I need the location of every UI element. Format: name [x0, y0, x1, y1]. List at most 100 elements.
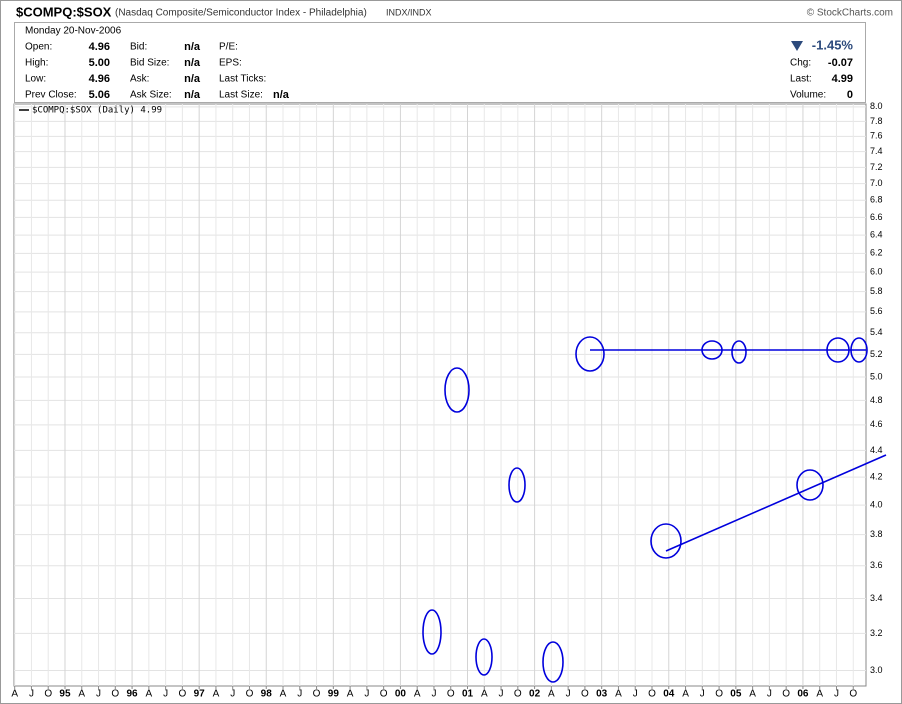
y-tick-label: 3.4 [870, 593, 883, 603]
x-tick-label: O [178, 689, 186, 700]
y-tick-label: 6.6 [870, 212, 883, 222]
circle [575, 336, 605, 372]
y-tick-label: 8.0 [870, 101, 883, 111]
y-tick-label: 4.0 [870, 500, 883, 510]
support-line [665, 454, 887, 552]
x-tick-label: J [230, 689, 235, 700]
x-tick-label: 01 [462, 689, 474, 700]
circle [650, 523, 682, 559]
x-tick-label: J [297, 689, 302, 700]
x-tick-label: A [146, 689, 153, 700]
summary-value: 4.99 [832, 73, 853, 85]
y-tick-label: 7.0 [870, 178, 883, 188]
exchange: INDX/INDX [386, 7, 432, 17]
x-tick-label: A [749, 689, 756, 700]
x-tick-label: O [782, 689, 790, 700]
x-tick-label: A [816, 689, 823, 700]
x-tick-label: J [96, 689, 101, 700]
quote-label: EPS: [219, 58, 242, 69]
x-tick-label: 05 [730, 689, 742, 700]
y-tick-label: 4.6 [870, 419, 883, 429]
quote-value: 5.06 [89, 89, 110, 101]
circle [508, 467, 526, 503]
quote-label: Bid: [130, 42, 147, 53]
x-tick-label: A [615, 689, 622, 700]
x-tick-label: J [767, 689, 772, 700]
y-tick-label: 3.0 [870, 665, 883, 675]
quote-date: Monday 20-Nov-2006 [25, 26, 122, 37]
x-tick-label: A [11, 689, 18, 700]
x-tick-label: O [715, 689, 723, 700]
x-tick-label: O [313, 689, 321, 700]
x-tick-label: A [347, 689, 354, 700]
x-tick-label: J [163, 689, 168, 700]
x-tick-label: J [834, 689, 839, 700]
y-tick-label: 6.8 [870, 195, 883, 205]
x-tick-label: 04 [663, 689, 675, 700]
x-tick-label: O [380, 689, 388, 700]
summary-label: Chg: [790, 58, 811, 69]
x-tick-label: 96 [127, 689, 139, 700]
legend-label: $COMPQ:$SOX (Daily) 4.99 [32, 106, 162, 116]
x-tick-label: 99 [328, 689, 340, 700]
quote-value: n/a [273, 89, 290, 101]
y-tick-label: 7.8 [870, 116, 883, 126]
credit: © StockCharts.com [807, 8, 893, 19]
y-tick-label: 5.6 [870, 306, 883, 316]
x-tick-label: 00 [395, 689, 407, 700]
x-tick-label: O [44, 689, 52, 700]
x-tick-label: J [633, 689, 638, 700]
x-tick-label: O [447, 689, 455, 700]
x-tick-label: O [111, 689, 119, 700]
circle [422, 609, 442, 655]
circle [444, 367, 470, 413]
y-tick-label: 5.0 [870, 371, 883, 381]
quote-label: Open: [25, 42, 52, 53]
y-tick-label: 7.6 [870, 131, 883, 141]
quote-label: Low: [25, 74, 46, 85]
quote-label: Last Size: [219, 90, 263, 101]
x-tick-label: A [682, 689, 689, 700]
quote-value: 5.00 [89, 57, 110, 69]
quote-label: P/E: [219, 42, 238, 53]
x-tick-label: J [29, 689, 34, 700]
quote-value: 4.96 [89, 41, 110, 53]
x-tick-label: 02 [529, 689, 541, 700]
circle [542, 641, 564, 683]
x-tick-label: 95 [59, 689, 71, 700]
y-tick-label: 4.2 [870, 472, 883, 482]
x-tick-label: J [700, 689, 705, 700]
x-tick-label: O [648, 689, 656, 700]
change-pct: -1.45% [812, 37, 854, 52]
circle [731, 340, 747, 364]
quote-box [14, 22, 866, 103]
x-tick-label: J [566, 689, 571, 700]
circle [796, 469, 824, 501]
x-tick-label: A [548, 689, 555, 700]
x-tick-label: A [213, 689, 220, 700]
x-tick-label: A [481, 689, 488, 700]
circle [826, 337, 850, 363]
y-tick-label: 5.2 [870, 349, 883, 359]
quote-label: Ask: [130, 74, 149, 85]
summary-value: 0 [847, 89, 853, 101]
plot-background [13, 103, 867, 687]
x-tick-label: A [78, 689, 85, 700]
circle [701, 340, 723, 360]
y-tick-label: 7.4 [870, 146, 883, 156]
x-tick-label: O [849, 689, 857, 700]
x-tick-label: J [364, 689, 369, 700]
x-tick-label: 06 [797, 689, 809, 700]
plot-area: 3.0 3.2 3.4 3.6 3.8 4.0 4.2 4.4 4.6 4.8 5.0 5.2 5.4 5… [11, 101, 882, 699]
x-tick-label: O [514, 689, 522, 700]
quote-value: n/a [184, 73, 201, 85]
y-tick-label: 7.2 [870, 162, 883, 172]
x-tick-label: 03 [596, 689, 608, 700]
x-tick-label: 97 [194, 689, 206, 700]
x-tick-label: J [431, 689, 436, 700]
y-tick-label: 3.2 [870, 628, 883, 638]
quote-label: Last Ticks: [219, 74, 266, 85]
annotation-circles [422, 336, 868, 683]
quote-label: Bid Size: [130, 58, 169, 69]
y-tick-label: 6.4 [870, 229, 883, 239]
